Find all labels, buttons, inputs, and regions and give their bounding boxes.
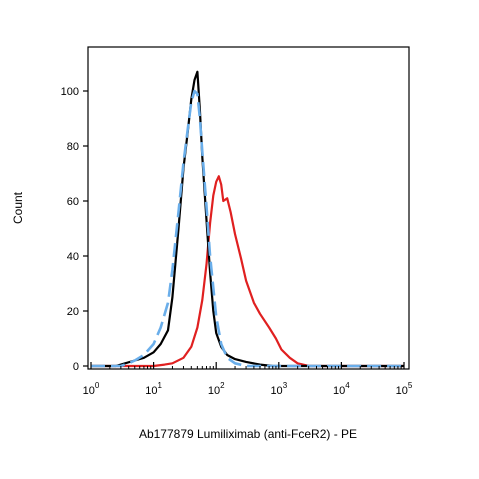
x-axis: 100 101 102 103 104 105 xyxy=(83,362,413,397)
series-layer xyxy=(91,70,404,368)
y-axis: 0 20 40 60 80 100 xyxy=(61,86,88,373)
x-axis-title: Ab177879 Lumiliximab (anti-FceR2) - PE xyxy=(139,427,357,441)
series-line-2 xyxy=(91,70,404,368)
x-tick-label: 102 xyxy=(208,381,225,397)
y-tick-label: 0 xyxy=(73,361,79,373)
x-tick-label: 104 xyxy=(333,381,350,397)
y-tick-label: 40 xyxy=(67,251,79,263)
y-axis-title: Count xyxy=(11,191,25,224)
series-line-3 xyxy=(91,89,404,368)
y-tick-label: 60 xyxy=(67,196,79,208)
plot-frame xyxy=(87,46,410,370)
x-tick-label: 100 xyxy=(83,381,100,397)
y-tick-label: 80 xyxy=(67,141,79,153)
y-tick-label: 20 xyxy=(67,306,79,318)
plot-area xyxy=(87,46,410,370)
x-tick-label: 101 xyxy=(145,381,162,397)
x-tick-label: 105 xyxy=(396,381,413,397)
series-line-1 xyxy=(91,175,404,368)
x-tick-label: 103 xyxy=(270,381,287,397)
y-tick-label: 100 xyxy=(61,86,79,98)
